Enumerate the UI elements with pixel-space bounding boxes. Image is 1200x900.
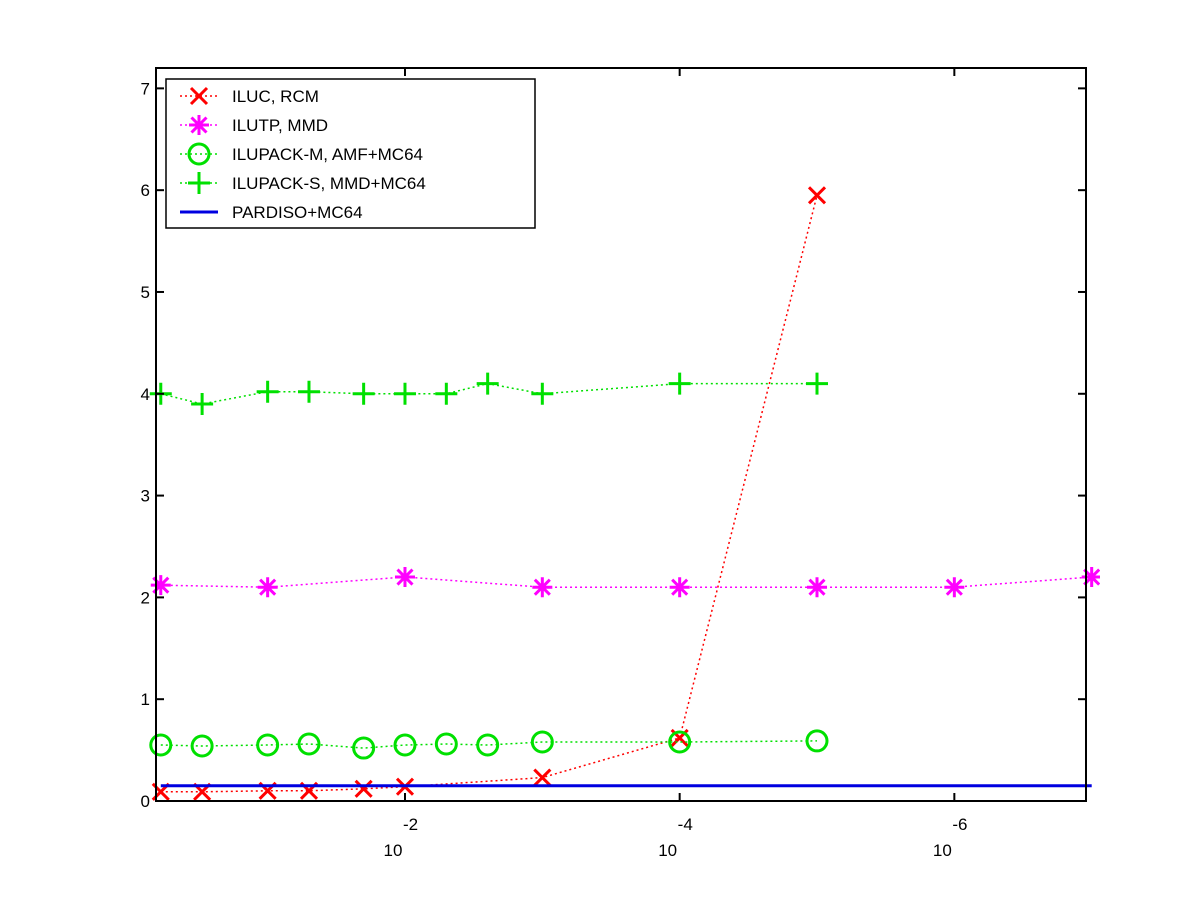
legend-entry: ILUTP, MMD [180, 115, 328, 135]
data-point [1081, 567, 1100, 588]
data-point [944, 577, 965, 598]
y-tick-label: 4 [141, 385, 150, 404]
legend-entry: ILUPACK-M, AMF+MC64 [180, 142, 423, 166]
data-point [150, 575, 171, 596]
series-4 [149, 372, 829, 415]
data-point [393, 382, 416, 405]
legend-marker [189, 86, 209, 106]
y-tick-label: 0 [141, 792, 150, 811]
y-tick-label: 3 [141, 487, 150, 506]
y-tick-label: 5 [141, 283, 150, 302]
data-point [191, 392, 214, 415]
data-point [256, 380, 279, 403]
series-layer [149, 186, 1100, 801]
data-point [149, 733, 173, 757]
data-point [190, 734, 214, 758]
axes-frame [155, 67, 1087, 802]
legend-marker [188, 172, 210, 194]
data-point [394, 567, 415, 588]
legend-label: PARDISO+MC64 [232, 203, 363, 222]
data-point [668, 372, 691, 395]
data-point [476, 372, 499, 395]
data-point [435, 382, 458, 405]
legend: ILUC, RCM ILUTP, MMD ILUPACK-M, AMF+MC64 IL… [165, 78, 536, 229]
y-tick-label: 2 [141, 588, 150, 607]
data-point [297, 380, 320, 403]
x-tick-label-exponent: -4 [678, 815, 693, 834]
data-point [352, 736, 376, 760]
y-tick-label: 1 [141, 690, 150, 709]
data-point [532, 577, 553, 598]
data-point [806, 372, 829, 395]
data-point [807, 577, 828, 598]
data-point [393, 733, 417, 757]
legend-entry: PARDISO+MC64 [180, 203, 363, 222]
data-point [533, 768, 552, 787]
x-tick-label-base: 10 [658, 841, 677, 860]
data-point [297, 732, 321, 756]
y-tick-label: 6 [141, 181, 150, 200]
series-2 [150, 567, 1100, 598]
legend-label: ILUPACK-M, AMF+MC64 [232, 145, 423, 164]
data-point [476, 733, 500, 757]
data-point [352, 382, 375, 405]
legend-marker [189, 115, 209, 135]
legend-label: ILUTP, MMD [232, 116, 328, 135]
series-3 [149, 729, 829, 760]
data-point [257, 577, 278, 598]
legend-entry: ILUPACK-S, MMD+MC64 [180, 172, 426, 194]
data-point [434, 732, 458, 756]
y-tick-label: 7 [141, 79, 150, 98]
legend-box [165, 78, 536, 229]
data-point [354, 779, 373, 798]
series-line [160, 576, 1092, 588]
legend-label: ILUPACK-S, MMD+MC64 [232, 174, 426, 193]
legend-marker [187, 142, 211, 166]
legend-label: ILUC, RCM [232, 87, 319, 106]
data-point [807, 186, 827, 205]
x-tick-label-exponent: -6 [952, 815, 967, 834]
data-point [256, 733, 280, 757]
data-point [530, 730, 554, 754]
x-tick-label-exponent: -2 [403, 815, 418, 834]
data-point [668, 730, 692, 754]
data-point [805, 729, 829, 753]
x-tick-label-base: 10 [384, 841, 403, 860]
x-tick-label-base: 10 [933, 841, 952, 860]
legend-entry: ILUC, RCM [180, 86, 319, 106]
data-point [669, 577, 690, 598]
data-point [531, 382, 554, 405]
